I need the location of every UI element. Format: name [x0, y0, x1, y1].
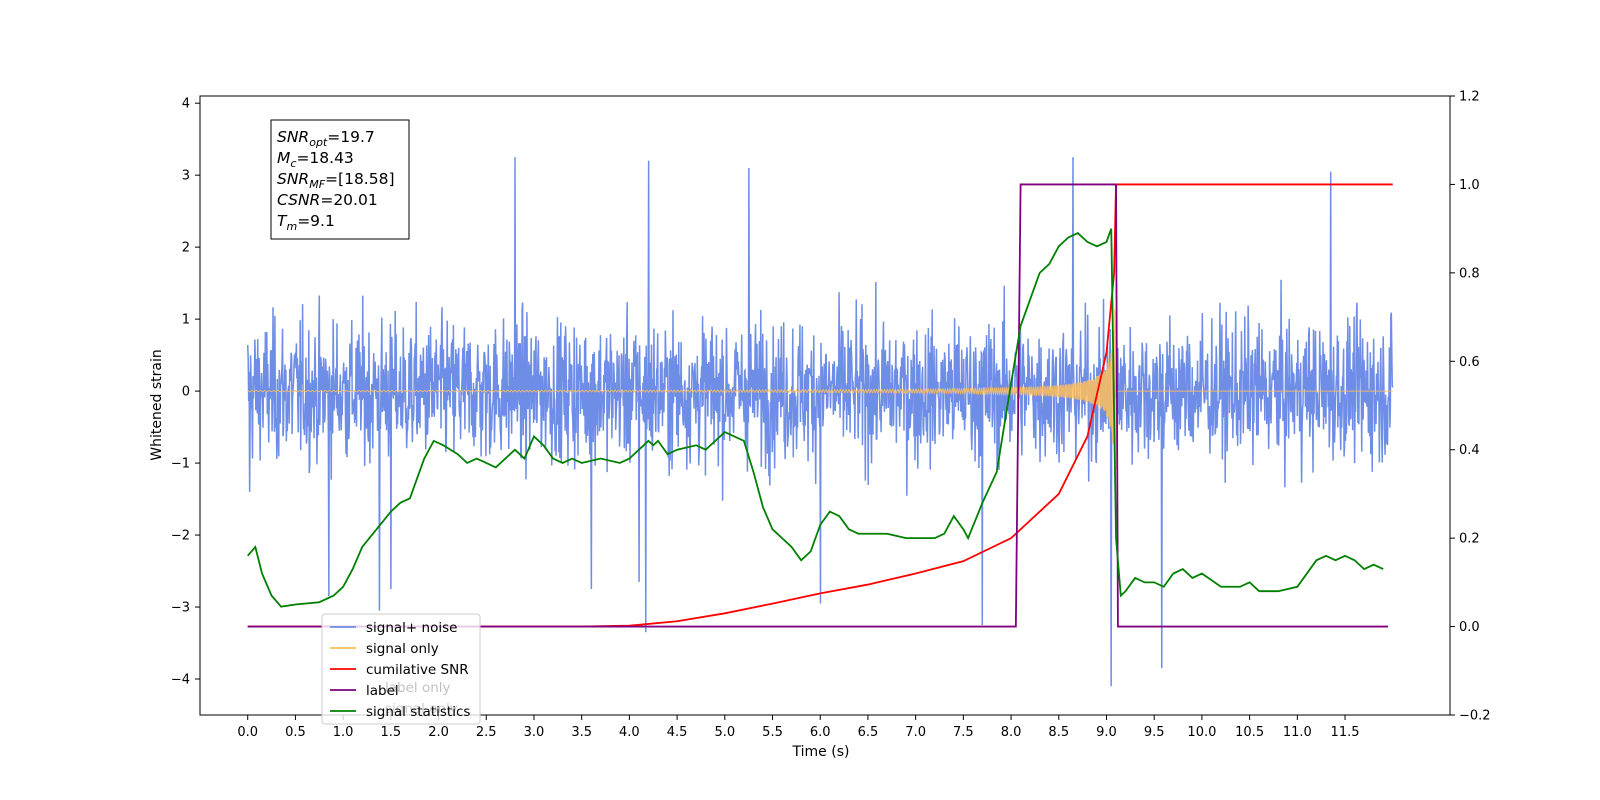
annotation-line: Mc=18.43: [277, 149, 354, 170]
x-tick-label: 1.5: [380, 725, 401, 740]
x-tick-label: 2.5: [476, 725, 497, 740]
y-left-tick-label: −4: [171, 673, 190, 688]
x-tick-label: 11.5: [1331, 725, 1360, 740]
legend-label: cumilative SNR: [366, 662, 469, 678]
legend-hidden-label: signal only: [385, 701, 458, 717]
annotation-frame: [270, 119, 410, 240]
x-tick-label: 8.0: [1001, 725, 1022, 740]
y-right-tick-label: 1.2: [1459, 90, 1480, 105]
x-tick-label: 8.5: [1048, 725, 1069, 740]
x-axis: 0.0 0.5 1.0 1.5 2.0 2.5 3.0 3.5 4.0 4.5 5.0 5.5 6.0 6…: [237, 715, 1360, 740]
annotation-line: SNRMF=[18.58]: [277, 170, 395, 191]
x-tick-label: 0.0: [237, 725, 258, 740]
y-left-tick-label: −3: [171, 601, 190, 616]
legend: label only signal only signal+ noise signal…: [321, 613, 481, 725]
y-right-tick-label: 0.0: [1459, 620, 1480, 635]
x-tick-label: 11.0: [1283, 725, 1312, 740]
y-left-tick-label: −2: [171, 529, 190, 544]
x-tick-label: 5.0: [714, 725, 735, 740]
x-tick-label: 0.5: [285, 725, 306, 740]
legend-label: label: [366, 683, 399, 699]
x-tick-label: 3.0: [524, 725, 545, 740]
x-axis-label: Time (s): [792, 744, 850, 760]
y-left-tick-label: 0: [182, 385, 190, 400]
legend-label: signal+ noise: [366, 620, 457, 636]
x-tick-label: 6.5: [858, 725, 879, 740]
x-tick-label: 1.0: [333, 725, 354, 740]
y-left-tick-label: 3: [182, 169, 190, 184]
x-tick-label: 6.0: [810, 725, 831, 740]
annotation-line: Tm=9.1: [277, 212, 335, 233]
series-signal-statistics: [247, 228, 1384, 608]
y-right-tick-label: 0.2: [1459, 532, 1480, 547]
x-tick-label: 4.0: [619, 725, 640, 740]
legend-hidden-label: label only: [385, 680, 451, 696]
series-signal-only: [247, 308, 1393, 476]
y-right-tick-label: 0.4: [1459, 443, 1480, 458]
x-tick-label: 4.5: [667, 725, 688, 740]
y-left-tick-label: 2: [182, 241, 190, 256]
y-right-tick-label: 0.6: [1459, 355, 1480, 370]
x-tick-label: 7.5: [953, 725, 974, 740]
y-axis-label: Whitened strain: [149, 349, 165, 460]
x-tick-label: 3.5: [571, 725, 592, 740]
y-axis-right: 1.2 1.0 0.8 0.6 0.4 0.2 0.0 −0.2: [1450, 90, 1491, 724]
axes-frame: [199, 95, 1451, 716]
legend-label: signal only: [366, 641, 439, 657]
x-tick-label: 9.5: [1144, 725, 1165, 740]
annotation-line: CSNR=20.01: [277, 191, 378, 209]
series-cumilative-snr: [247, 183, 1393, 628]
y-right-tick-label: 0.8: [1459, 266, 1480, 281]
y-left-tick-label: 4: [182, 97, 190, 112]
y-right-tick-label: −0.2: [1459, 709, 1491, 724]
y-right-tick-label: 1.0: [1459, 178, 1480, 193]
y-left-tick-label: 1: [182, 313, 190, 328]
annotation-box: SNRopt=19.7Mc=18.43SNRMF=[18.58]CSNR=20.…: [270, 119, 410, 240]
x-tick-label: 10.5: [1235, 725, 1264, 740]
y-axis-left: 4 3 2 1 0 −1 −2 −3 −4: [171, 97, 200, 688]
series-label: [247, 183, 1388, 628]
series-signal-noise: [246, 157, 1394, 687]
x-tick-label: 9.0: [1096, 725, 1117, 740]
y-left-tick-label: −1: [171, 457, 190, 472]
x-tick-label: 10.0: [1187, 725, 1216, 740]
legend-label: signal statistics: [366, 704, 470, 720]
annotation-line: SNRopt=19.7: [277, 128, 375, 149]
x-tick-label: 5.5: [762, 725, 783, 740]
plot-area: [246, 157, 1394, 687]
x-tick-label: 7.0: [905, 725, 926, 740]
x-tick-label: 2.0: [428, 725, 449, 740]
legend-frame: [321, 613, 481, 725]
